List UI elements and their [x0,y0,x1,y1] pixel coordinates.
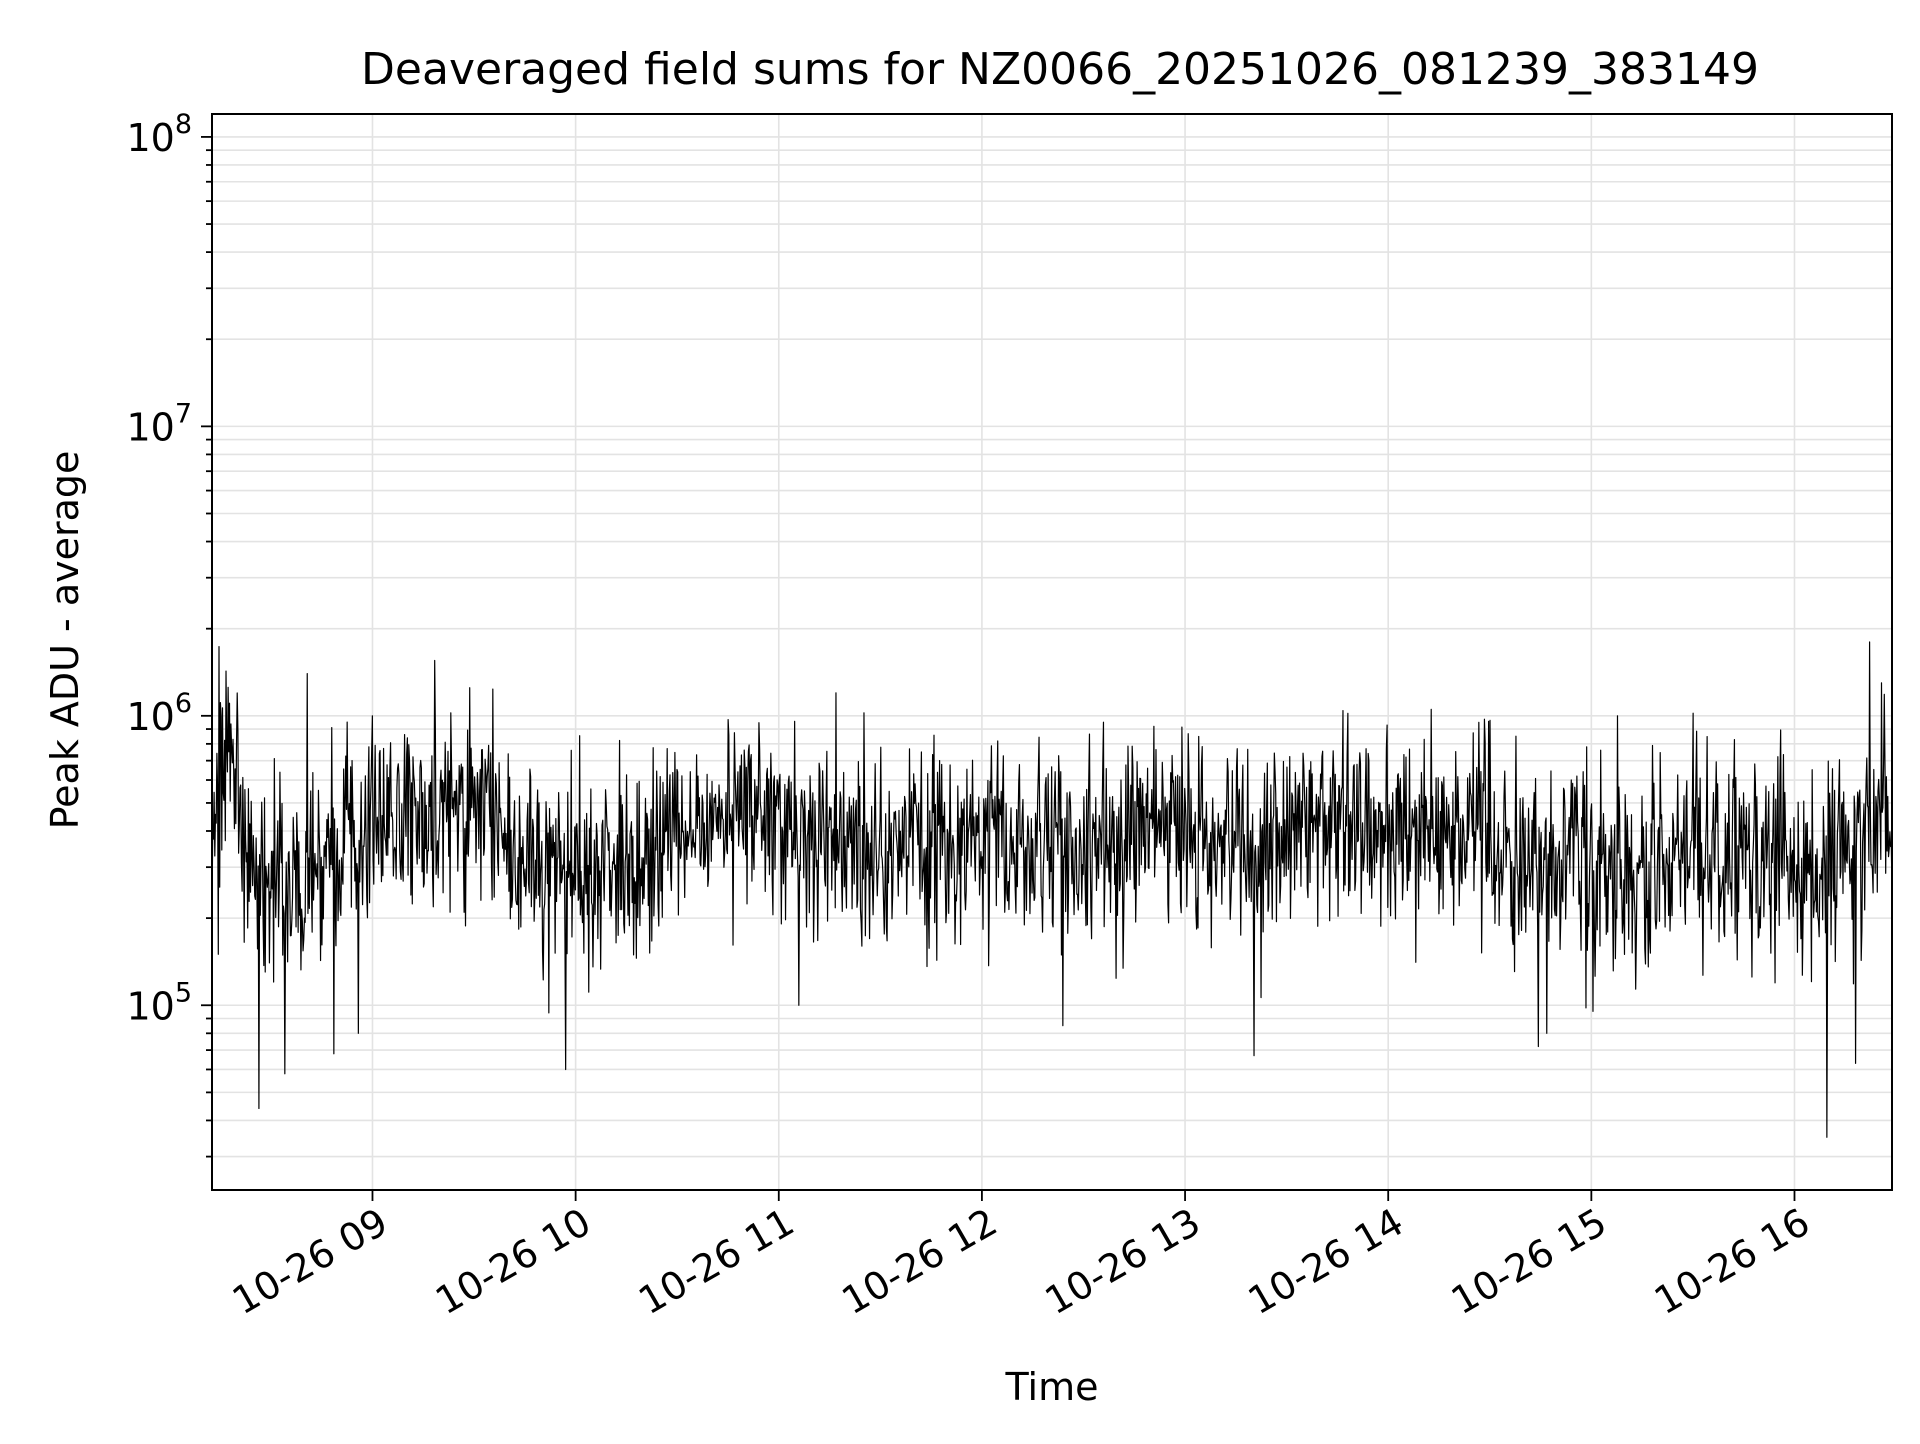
plot-frame [211,113,1893,1191]
y-axis-label: Peak ADU - average [43,451,87,830]
chart-title: Deaveraged field sums for NZ0066_2025102… [361,44,1759,95]
series-group [211,641,1893,1138]
y-axis: 105 106 107 108 [126,109,212,1158]
y-tick-label: 107 [126,398,192,449]
series-line [211,641,1893,1138]
y-tick-label: 108 [126,109,192,160]
y-tick-label: 106 [126,688,192,739]
y-tick-label: 105 [126,977,192,1028]
x-axis-label: Time [1005,1365,1099,1409]
